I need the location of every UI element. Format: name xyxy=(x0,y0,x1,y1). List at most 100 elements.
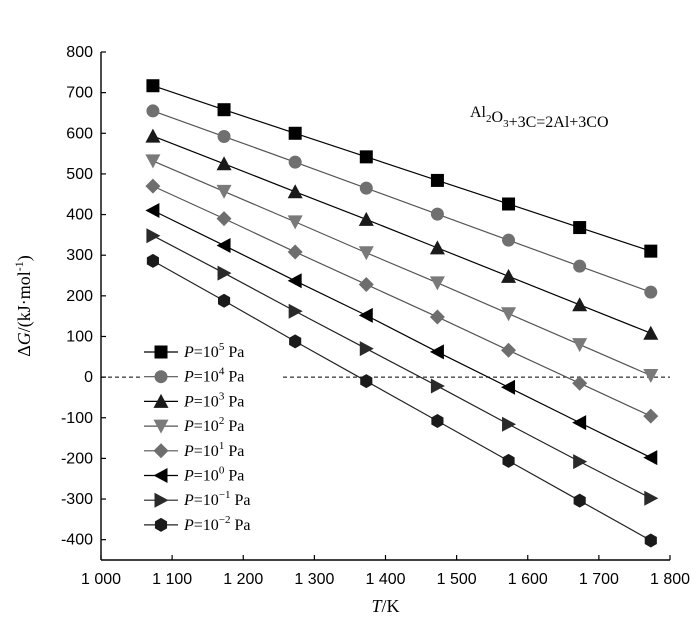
series-line xyxy=(152,110,652,293)
series-line xyxy=(152,85,651,252)
legend-marker xyxy=(153,443,169,459)
data-point xyxy=(430,378,445,394)
axes: -400 -300 -200 -100 0 100 200 300 400 500 600 700 80… xyxy=(12,44,690,616)
data-point xyxy=(501,342,517,358)
data-point xyxy=(145,154,161,169)
data-point xyxy=(288,126,302,140)
data-point xyxy=(430,173,444,187)
series-6 xyxy=(145,202,658,466)
data-point xyxy=(146,228,161,244)
data-point xyxy=(216,211,232,227)
data-point xyxy=(501,379,516,395)
legend-label: P=100 Pa xyxy=(183,465,244,485)
legend-label: P=103 Pa xyxy=(183,390,244,410)
legend-label: P=102 Pa xyxy=(183,415,244,435)
x-tick-label: 1 400 xyxy=(365,571,405,588)
data-point xyxy=(429,344,444,360)
data-point xyxy=(146,79,160,93)
series-7 xyxy=(146,228,659,506)
x-tick-label: 1 100 xyxy=(152,571,192,588)
data-point xyxy=(644,490,659,506)
data-point xyxy=(358,211,374,226)
x-tick-label: 1 000 xyxy=(81,571,121,588)
data-point xyxy=(502,233,516,247)
data-point xyxy=(217,130,231,144)
reaction-equation: Al2O3+3C=2Al+3CO xyxy=(470,104,609,131)
data-point xyxy=(287,244,303,260)
data-point xyxy=(644,285,658,299)
data-point xyxy=(216,156,232,171)
series-line xyxy=(152,135,652,334)
x-tick-label: 1 700 xyxy=(579,571,619,588)
data-point xyxy=(146,104,160,118)
legend-marker xyxy=(154,517,168,532)
y-tick-label: 0 xyxy=(84,369,93,386)
y-tick-label: -200 xyxy=(61,450,93,467)
legend-label: P=10−2 Pa xyxy=(183,514,251,534)
data-point xyxy=(429,309,445,325)
data-point xyxy=(572,297,588,312)
data-point xyxy=(501,307,517,322)
data-point xyxy=(359,181,373,195)
y-tick-label: 700 xyxy=(66,85,93,102)
x-tick-label: 1 200 xyxy=(223,571,263,588)
data-point xyxy=(289,334,302,349)
data-point xyxy=(145,128,161,143)
data-point xyxy=(216,237,231,253)
legend-marker xyxy=(154,345,168,359)
legend-item-7: P=10−1 Pa xyxy=(144,489,251,509)
data-point xyxy=(572,375,588,391)
data-point xyxy=(429,276,445,291)
data-point xyxy=(644,244,658,258)
y-tick-label: -400 xyxy=(61,532,93,549)
data-point xyxy=(573,221,587,235)
data-point xyxy=(502,197,516,211)
data-point xyxy=(360,374,373,389)
x-tick-label: 1 300 xyxy=(294,571,334,588)
legend-item-1: P=105 Pa xyxy=(144,341,244,361)
y-tick-label: -300 xyxy=(61,491,93,508)
series-line xyxy=(152,235,652,499)
data-point xyxy=(359,341,374,357)
data-point xyxy=(501,268,517,283)
y-tick-label: 200 xyxy=(66,288,93,305)
y-tick-label: 600 xyxy=(66,125,93,142)
data-point xyxy=(502,453,515,468)
data-point xyxy=(288,303,303,319)
legend-item-3: P=103 Pa xyxy=(144,390,244,410)
data-point xyxy=(643,408,659,424)
data-point xyxy=(572,415,587,431)
data-point xyxy=(573,493,586,508)
data-point xyxy=(644,533,657,548)
legend-item-6: P=100 Pa xyxy=(144,465,244,485)
data-point xyxy=(502,416,517,432)
y-tick-label: 300 xyxy=(66,247,93,264)
y-axis-title: ΔG/(kJ·mol-1) xyxy=(12,255,35,357)
legend-item-8: P=10−2 Pa xyxy=(144,514,251,534)
data-point xyxy=(146,253,159,268)
data-point xyxy=(429,240,445,255)
data-point xyxy=(217,293,231,308)
data-point xyxy=(430,207,444,221)
data-point xyxy=(287,273,302,289)
legend-marker xyxy=(153,468,168,483)
legend-marker xyxy=(154,492,169,508)
series-line xyxy=(152,209,652,459)
data-point xyxy=(217,103,231,117)
legend-item-4: P=102 Pa xyxy=(144,415,244,435)
data-point xyxy=(643,368,659,383)
legend: P=105 Pa P=104 Pa P=103 Pa P=102 Pa P=101 Pa… xyxy=(140,340,280,545)
series-1 xyxy=(146,79,658,258)
legend-label: P=101 Pa xyxy=(183,440,244,460)
data-point xyxy=(359,150,373,164)
data-point xyxy=(643,450,658,466)
data-point xyxy=(573,454,588,470)
data-point xyxy=(358,246,374,261)
x-tick-label: 1 800 xyxy=(650,571,690,588)
legend-item-5: P=101 Pa xyxy=(144,440,244,460)
legend-label: P=10−1 Pa xyxy=(183,489,251,509)
legend-marker xyxy=(153,393,169,408)
y-tick-label: -100 xyxy=(61,410,93,427)
data-point xyxy=(288,155,302,169)
